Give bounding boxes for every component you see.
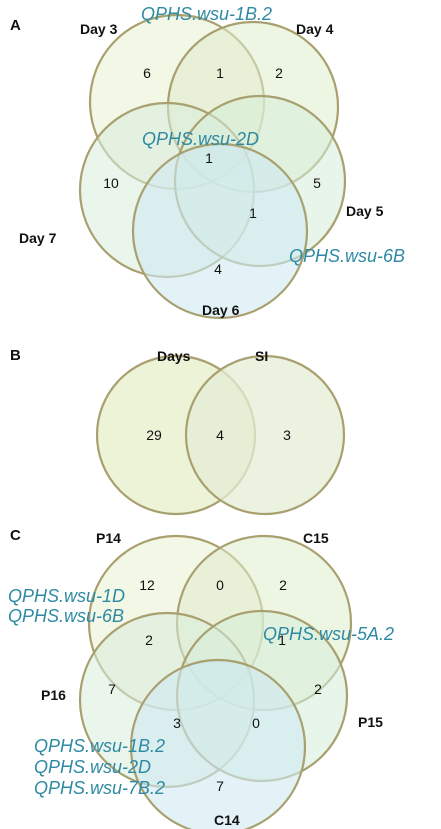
- panel-c: C P14 C15 P15 C14 P16 12 0 2 2 1 7 2 3 0…: [8, 527, 394, 829]
- panel-b-letter: B: [10, 347, 21, 364]
- venn-a-label-day3: Day 3: [80, 21, 118, 37]
- venn-c-label-c15: C15: [303, 530, 329, 546]
- venn-c-count-c15-only: 2: [279, 577, 287, 593]
- venn-c-qtl-right: QPHS.wsu-5A.2: [263, 624, 394, 644]
- venn-b-count-days-only: 29: [146, 427, 162, 443]
- venn-a-day6-circle: [131, 142, 309, 320]
- venn-a-count-day5-only: 5: [313, 175, 321, 191]
- venn-c-label-p15: P15: [358, 714, 383, 730]
- venn-a-label-day5: Day 5: [346, 203, 384, 219]
- venn-a-count-center: 1: [205, 150, 213, 166]
- venn-c-c14-circle: [129, 658, 307, 829]
- panel-c-letter: C: [10, 527, 21, 544]
- venn-b-si-circle: [184, 354, 346, 516]
- venn-c-qtl-left-bottom-3: QPHS.wsu-7B.2: [34, 778, 165, 798]
- venn-c-count-p15-c14: 0: [252, 715, 260, 731]
- venn-a-qtl-center: QPHS.wsu-2D: [142, 129, 259, 149]
- venn-c-count-p14-p16: 2: [145, 632, 153, 648]
- venn-b-label-si: SI: [255, 348, 268, 364]
- venn-c-label-p14: P14: [96, 530, 121, 546]
- venn-a-label-day4: Day 4: [296, 21, 334, 37]
- venn-c-count-p16-only: 7: [108, 681, 116, 697]
- venn-c-count-c15-p15: 1: [278, 632, 286, 648]
- venn-c-count-p14-c15: 0: [216, 577, 224, 593]
- venn-b-count-both: 4: [216, 427, 224, 443]
- panel-a-letter: A: [10, 17, 21, 34]
- venn-c-qtl-left-bottom-1: QPHS.wsu-1B.2: [34, 736, 165, 756]
- venn-a-count-day3-only: 6: [143, 65, 151, 81]
- venn-c-label-c14: C14: [214, 812, 240, 828]
- venn-a-qtl-right: QPHS.wsu-6B: [289, 246, 405, 266]
- venn-a-count-day6-only: 4: [214, 261, 222, 277]
- venn-a-count-day7-only: 10: [103, 175, 119, 191]
- venn-a-label-day7: Day 7: [19, 230, 57, 246]
- venn-c-label-p16: P16: [41, 687, 66, 703]
- venn-a-count-day4-only: 2: [275, 65, 283, 81]
- venn-c-qtl-left-top-2: QPHS.wsu-6B: [8, 606, 124, 626]
- panel-b: B Days SI 29 4 3: [10, 347, 346, 516]
- venn-c-qtl-left-top-1: QPHS.wsu-1D: [8, 586, 125, 606]
- panel-a: A Day 3 Day 4 Day 5 Day 6 Day 7 6 1 2 10…: [10, 4, 405, 320]
- venn-c-count-c14-only: 7: [216, 778, 224, 794]
- venn-c-count-p16-c14: 3: [173, 715, 181, 731]
- venn-a-qtl-top: QPHS.wsu-1B.2: [141, 4, 272, 24]
- venn-b-count-si-only: 3: [283, 427, 291, 443]
- venn-c-qtl-left-bottom-2: QPHS.wsu-2D: [34, 757, 151, 777]
- venn-b-label-days: Days: [157, 348, 191, 364]
- venn-c-count-p15-only: 2: [314, 681, 322, 697]
- venn-a-count-day3-day4: 1: [216, 65, 224, 81]
- venn-a-count-day5-day6: 1: [249, 205, 257, 221]
- venn-c-count-p14-only: 12: [139, 577, 155, 593]
- venn-a-label-day6: Day 6: [202, 302, 240, 318]
